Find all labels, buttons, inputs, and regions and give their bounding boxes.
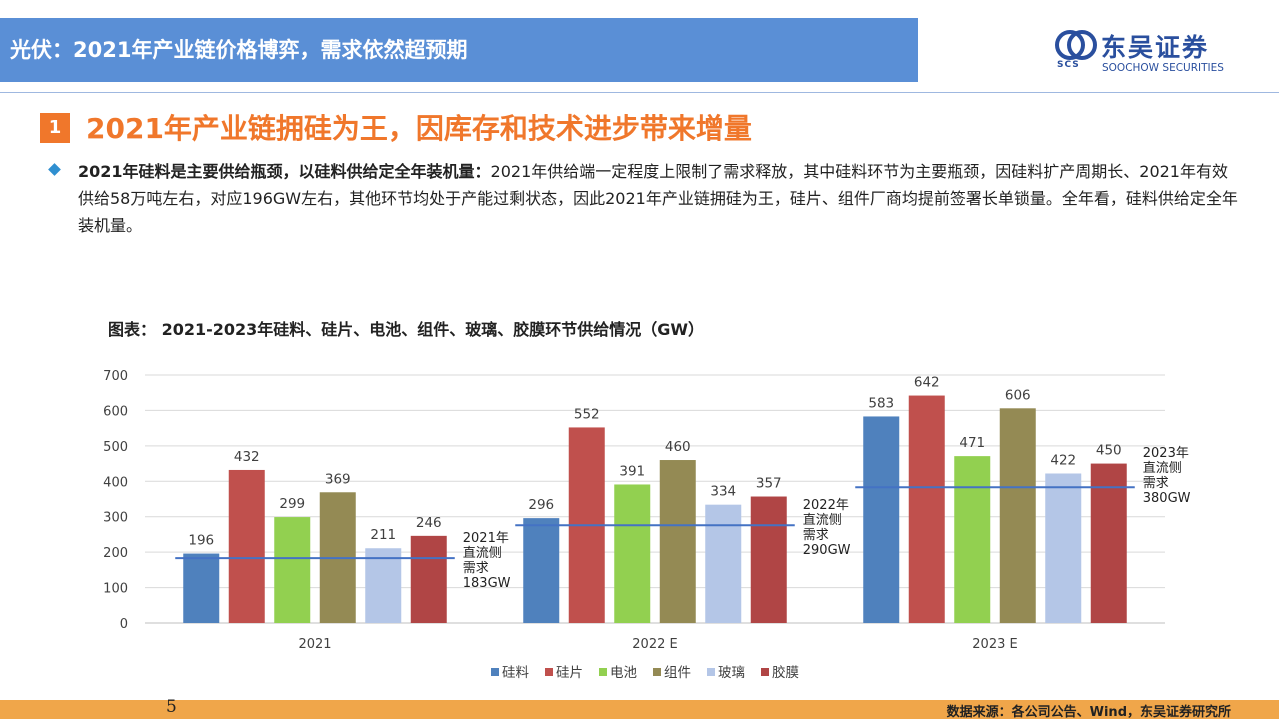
data-label: 422 [1050, 452, 1076, 468]
y-tick-label: 400 [103, 475, 128, 490]
demand-label: 2021年 [463, 531, 509, 546]
y-tick-label: 700 [103, 369, 128, 384]
data-label: 583 [868, 395, 894, 411]
data-label: 450 [1096, 443, 1122, 459]
x-tick-label: 2022 E [632, 637, 677, 652]
y-tick-label: 0 [120, 617, 128, 632]
demand-label: 直流侧 [1143, 461, 1182, 476]
data-label: 460 [665, 439, 691, 455]
bullet-paragraph: 2021年硅料是主要供给瓶颈，以硅料供给定全年装机量：2021年供给端一定程度上… [78, 158, 1238, 239]
page-number: 5 [166, 697, 177, 717]
data-label: 296 [528, 497, 554, 513]
legend-swatch [653, 668, 661, 676]
bullet-body: 2021年供给端一定程度上限制了需求释放，其中硅料环节为主要瓶颈，因硅料扩产周期… [78, 162, 1238, 235]
data-label: 299 [279, 496, 305, 512]
demand-label: 183GW [463, 576, 511, 591]
bar [410, 535, 447, 623]
demand-label: 2023年 [1143, 446, 1189, 461]
y-tick-label: 600 [103, 404, 128, 419]
demand-label: 需求 [803, 528, 829, 543]
chart-title: 图表： 2021-2023年硅料、硅片、电池、组件、玻璃、胶膜环节供给情况（GW… [108, 320, 705, 339]
y-tick-label: 100 [103, 582, 128, 597]
bar [365, 548, 402, 623]
bar [908, 395, 945, 623]
legend-label: 胶膜 [772, 664, 799, 681]
data-label: 334 [710, 484, 736, 500]
bar [954, 456, 991, 623]
bar [659, 460, 696, 623]
data-label: 552 [574, 406, 600, 422]
logo-chinese-name: 东吴证券 [1101, 33, 1210, 62]
legend-swatch [599, 668, 607, 676]
section-number-badge: 1 [40, 113, 70, 143]
legend-label: 硅片 [556, 665, 583, 681]
bar [999, 408, 1036, 623]
data-label: 246 [416, 515, 442, 531]
data-source: 数据来源：各公司公告、Wind，东吴证券研究所 [946, 705, 1231, 720]
bar [1045, 473, 1082, 623]
logo-mark-text: SCS [1057, 60, 1080, 70]
x-tick-label: 2021 [298, 637, 331, 652]
demand-label: 需求 [463, 561, 489, 576]
legend-label: 电池 [610, 665, 637, 681]
legend-swatch [761, 668, 769, 676]
bullet-bold-lead: 2021年硅料是主要供给瓶颈，以硅料供给定全年装机量： [78, 162, 491, 181]
bar [863, 416, 900, 623]
y-tick-label: 300 [103, 511, 128, 526]
bar [228, 469, 265, 623]
x-tick-label: 2023 E [972, 637, 1017, 652]
bar [705, 504, 742, 623]
data-label: 471 [959, 435, 985, 451]
legend-label: 硅料 [502, 665, 530, 681]
section-title: 2021年产业链拥硅为王，因库存和技术进步带来增量 [86, 112, 752, 145]
bar [523, 518, 560, 623]
y-tick-label: 500 [103, 440, 128, 455]
demand-label: 380GW [1143, 491, 1191, 506]
legend-label: 玻璃 [718, 664, 745, 681]
data-label: 432 [234, 449, 260, 465]
y-tick-label: 200 [103, 546, 128, 561]
bar [274, 517, 311, 623]
bar [614, 484, 651, 623]
logo-english-name: SOOCHOW SECURITIES [1102, 62, 1224, 74]
legend-swatch [491, 668, 499, 676]
legend-swatch [707, 668, 715, 676]
bar [750, 496, 787, 623]
data-label: 642 [914, 375, 940, 391]
demand-label: 需求 [1143, 476, 1169, 491]
legend-label: 组件 [664, 665, 691, 681]
data-label: 606 [1005, 387, 1031, 403]
bar [183, 553, 220, 623]
demand-label: 290GW [803, 543, 851, 558]
data-label: 391 [619, 463, 645, 479]
data-label: 357 [756, 476, 782, 492]
company-logo: SCS 东吴证券 SOOCHOW SECURITIES [1055, 30, 1245, 76]
bar [1090, 463, 1127, 623]
demand-label: 直流侧 [803, 513, 842, 528]
header-divider [0, 92, 1279, 93]
data-label: 369 [325, 471, 351, 487]
page-title: 光伏：2021年产业链价格博弈，需求依然超预期 [10, 38, 468, 62]
demand-label: 2022年 [803, 498, 849, 513]
footer-bar [0, 700, 1279, 719]
data-label: 211 [370, 527, 396, 543]
logo-mark-icon [1055, 30, 1097, 60]
demand-label: 直流侧 [463, 546, 502, 561]
header-bar: 光伏：2021年产业链价格博弈，需求依然超预期 [0, 18, 918, 82]
legend-swatch [545, 668, 553, 676]
data-label: 196 [188, 533, 214, 549]
